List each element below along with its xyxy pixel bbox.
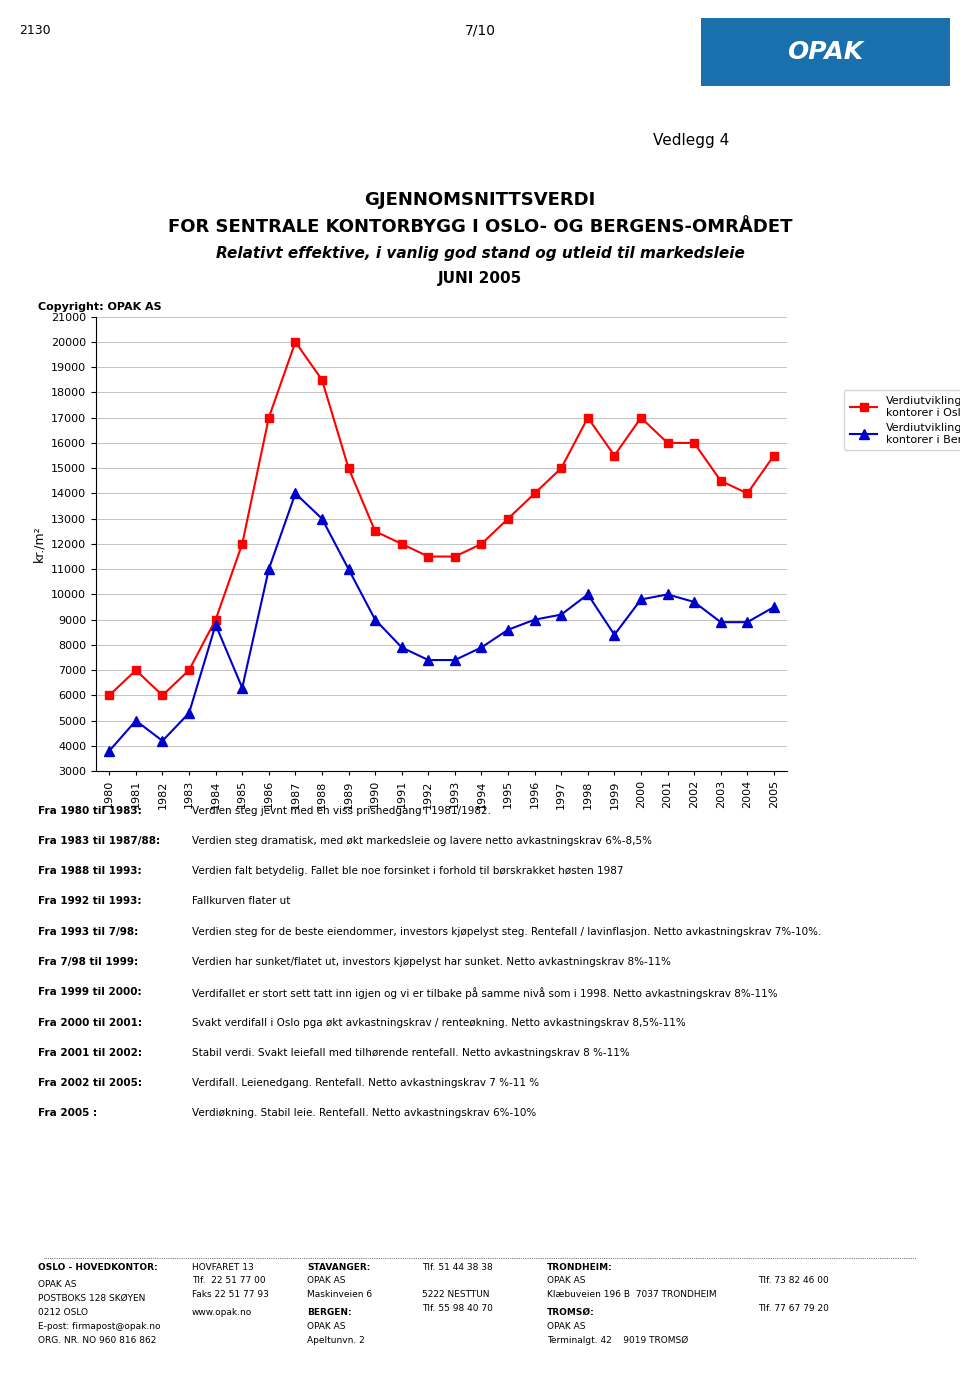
FancyBboxPatch shape — [701, 18, 950, 85]
Text: TROMSØ:: TROMSØ: — [547, 1308, 595, 1316]
Text: www.opak.no: www.opak.no — [192, 1308, 252, 1316]
Text: Fra 2001 til 2002:: Fra 2001 til 2002: — [38, 1048, 142, 1058]
Text: Maskinveien 6: Maskinveien 6 — [307, 1290, 372, 1299]
Text: Fra 1999 til 2000:: Fra 1999 til 2000: — [38, 987, 142, 997]
Y-axis label: kr./m²: kr./m² — [33, 526, 45, 562]
Text: 2130: 2130 — [19, 25, 51, 37]
Text: Verdifallet er stort sett tatt inn igjen og vi er tilbake på samme nivå som i 19: Verdifallet er stort sett tatt inn igjen… — [192, 987, 778, 1000]
Text: Klæbuveien 196 B  7037 TRONDHEIM: Klæbuveien 196 B 7037 TRONDHEIM — [547, 1290, 717, 1299]
Text: Apeltunvn. 2: Apeltunvn. 2 — [307, 1336, 365, 1344]
Text: Tlf. 55 98 40 70: Tlf. 55 98 40 70 — [422, 1304, 493, 1312]
Text: Vedlegg 4: Vedlegg 4 — [653, 132, 729, 147]
Text: OPAK: OPAK — [787, 40, 864, 63]
Text: Verdien falt betydelig. Fallet ble noe forsinket i forhold til børskrakket høste: Verdien falt betydelig. Fallet ble noe f… — [192, 866, 623, 876]
Text: Terminalgt. 42    9019 TROMSØ: Terminalgt. 42 9019 TROMSØ — [547, 1336, 688, 1344]
Text: Fra 7/98 til 1999:: Fra 7/98 til 1999: — [38, 957, 138, 967]
Text: Verdien steg jevnt med en viss prisnedgang i 1981/1982.: Verdien steg jevnt med en viss prisnedga… — [192, 806, 491, 815]
Text: Fra 2002 til 2005:: Fra 2002 til 2005: — [38, 1078, 142, 1088]
Text: FOR SENTRALE KONTORBYGG I OSLO- OG BERGENS-OMRÅDET: FOR SENTRALE KONTORBYGG I OSLO- OG BERGE… — [168, 218, 792, 237]
Text: GJENNOMSNITTSVERDI: GJENNOMSNITTSVERDI — [365, 190, 595, 209]
Text: JUNI 2005: JUNI 2005 — [438, 271, 522, 285]
Text: OPAK AS: OPAK AS — [547, 1276, 586, 1285]
Text: 5222 NESTTUN: 5222 NESTTUN — [422, 1290, 490, 1299]
Text: BERGEN:: BERGEN: — [307, 1308, 351, 1316]
Text: Relativt effektive, i vanlig god stand og utleid til markedsleie: Relativt effektive, i vanlig god stand o… — [216, 246, 744, 260]
Text: Fra 2000 til 2001:: Fra 2000 til 2001: — [38, 1018, 142, 1027]
Text: Fra 1983 til 1987/88:: Fra 1983 til 1987/88: — [38, 836, 160, 845]
Text: Verdien steg dramatisk, med økt markedsleie og lavere netto avkastningskrav 6%-8: Verdien steg dramatisk, med økt markedsl… — [192, 836, 652, 845]
Text: P R I S S T I G N I N G S R A P P O R T: P R I S S T I G N I N G S R A P P O R T — [217, 43, 589, 61]
Text: OPAK AS: OPAK AS — [547, 1322, 586, 1330]
Text: POSTBOKS 128 SKØYEN: POSTBOKS 128 SKØYEN — [38, 1294, 146, 1303]
Text: E-post: firmapost@opak.no: E-post: firmapost@opak.no — [38, 1322, 161, 1330]
Text: Faks 22 51 77 93: Faks 22 51 77 93 — [192, 1290, 269, 1299]
Text: TRONDHEIM:: TRONDHEIM: — [547, 1263, 612, 1271]
Text: OPAK AS: OPAK AS — [307, 1276, 346, 1285]
Text: Tlf. 73 82 46 00: Tlf. 73 82 46 00 — [758, 1276, 829, 1285]
Text: OSLO - HOVEDKONTOR:: OSLO - HOVEDKONTOR: — [38, 1263, 158, 1271]
Text: HOVFARET 13: HOVFARET 13 — [192, 1263, 253, 1271]
Text: Fra 1988 til 1993:: Fra 1988 til 1993: — [38, 866, 142, 876]
Text: ORG. NR. NO 960 816 862: ORG. NR. NO 960 816 862 — [38, 1336, 156, 1344]
Text: Verdien steg for de beste eiendommer, investors kjøpelyst steg. Rentefall / lavi: Verdien steg for de beste eiendommer, in… — [192, 927, 822, 936]
Text: 0212 OSLO: 0212 OSLO — [38, 1308, 88, 1316]
Text: Verdifall. Leienedgang. Rentefall. Netto avkastningskrav 7 %-11 %: Verdifall. Leienedgang. Rentefall. Netto… — [192, 1078, 540, 1088]
Text: Stabil verdi. Svakt leiefall med tilhørende rentefall. Netto avkastningskrav 8 %: Stabil verdi. Svakt leiefall med tilhøre… — [192, 1048, 630, 1058]
Text: Fra 2005 :: Fra 2005 : — [38, 1108, 98, 1118]
Text: Fallkurven flater ut: Fallkurven flater ut — [192, 896, 290, 906]
Text: Tlf. 77 67 79 20: Tlf. 77 67 79 20 — [758, 1304, 829, 1312]
Text: Fra 1993 til 7/98:: Fra 1993 til 7/98: — [38, 927, 138, 936]
Text: Tlf. 51 44 38 38: Tlf. 51 44 38 38 — [422, 1263, 493, 1271]
Text: OPAK AS: OPAK AS — [38, 1281, 77, 1289]
Text: 7/10: 7/10 — [465, 23, 495, 37]
Text: STAVANGER:: STAVANGER: — [307, 1263, 371, 1271]
Text: Verdien har sunket/flatet ut, investors kjøpelyst har sunket. Netto avkastningsk: Verdien har sunket/flatet ut, investors … — [192, 957, 671, 967]
Text: Svakt verdifall i Oslo pga økt avkastningskrav / renteøkning. Netto avkastningsk: Svakt verdifall i Oslo pga økt avkastnin… — [192, 1018, 685, 1027]
Text: Tlf.  22 51 77 00: Tlf. 22 51 77 00 — [192, 1276, 266, 1285]
Text: Fra 1992 til 1993:: Fra 1992 til 1993: — [38, 896, 142, 906]
Legend: Verdiutvikling
kontorer i Oslo, Verdiutvikling
kontorer i Bergen: Verdiutvikling kontorer i Oslo, Verdiutv… — [844, 391, 960, 450]
Text: Verdiøkning. Stabil leie. Rentefall. Netto avkastningskrav 6%-10%: Verdiøkning. Stabil leie. Rentefall. Net… — [192, 1108, 537, 1118]
Text: Fra 1980 til 1983:: Fra 1980 til 1983: — [38, 806, 142, 815]
Text: OPAK AS: OPAK AS — [307, 1322, 346, 1330]
Text: Copyright: OPAK AS: Copyright: OPAK AS — [38, 302, 162, 311]
